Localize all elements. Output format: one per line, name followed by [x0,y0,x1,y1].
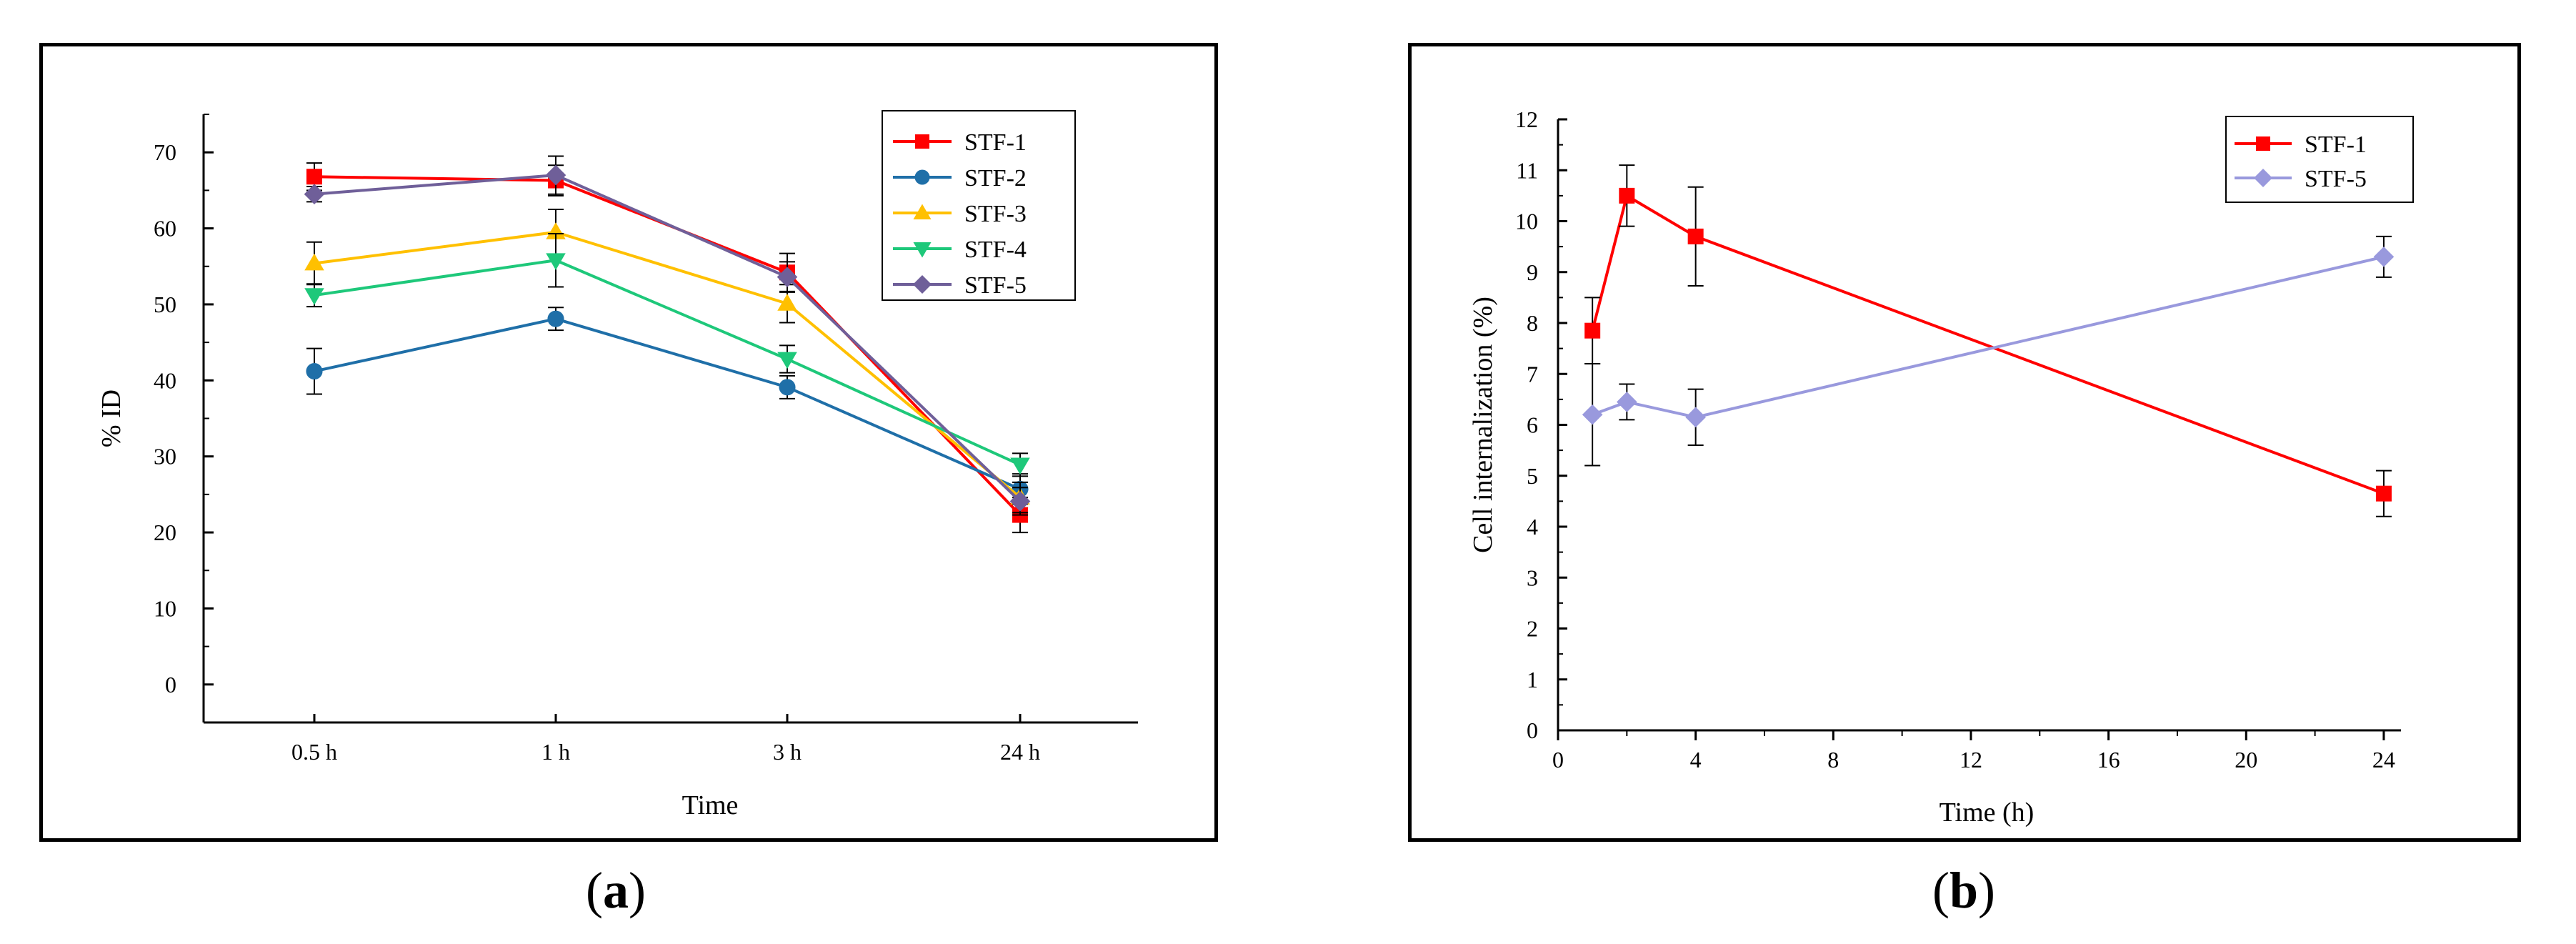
x-axis-title-b: Time (h) [1940,798,2035,828]
data-point-b [1582,404,1603,425]
y-tick-label-b: 8 [1527,310,1538,336]
data-point-a [777,267,798,287]
y-tick-label-a: 30 [154,444,176,469]
x-tick-label-a: 0.5 h [291,739,337,765]
data-point-a [304,253,324,271]
y-tick-label-b: 10 [1515,209,1538,234]
y-tick-label-b: 4 [1527,514,1538,540]
data-point-b [2375,485,2392,502]
y-axis-title-a: % ID [96,389,126,447]
x-tick-label-b: 4 [1690,747,1702,772]
y-tick-label-a: 20 [154,520,176,545]
data-point-b [1584,322,1601,339]
legend-marker-a [914,169,930,185]
x-tick-label-b: 24 [2372,747,2395,772]
chart-a: 0 10 20 30 40 50 60 70 0.5 h 1 h 3 h 24 h Time % ID ST… [96,110,1138,820]
x-tick-label-b: 0 [1552,747,1564,772]
series-stf-5-b [1582,235,2395,467]
legend-marker-a [915,134,929,149]
legend-label-a: STF-1 [964,129,1027,156]
y-tick-label-a: 60 [154,216,176,242]
y-tick-label-b: 9 [1527,259,1538,285]
x-tick-label-a: 24 h [1000,739,1040,765]
y-tick-label-b: 3 [1527,565,1538,590]
series-stf-5-a [304,155,1031,516]
y-tick-label-a: 50 [154,292,176,317]
legend-b: STF-1 STF-5 [2225,116,2414,203]
y-tick-label-b: 6 [1527,412,1538,438]
data-point-b [1687,228,1704,244]
y-tick-label-b: 2 [1527,616,1538,642]
y-tick-label-a: 10 [154,595,176,621]
caption-a: (a) [586,862,646,919]
y-tick-label-b: 7 [1527,361,1538,387]
data-point-a [777,352,797,369]
axes-a: 0 10 20 30 40 50 60 70 0.5 h 1 h 3 h 24 h Time % ID [96,114,1138,820]
series-line-a [314,230,1022,499]
data-point-a [546,222,566,239]
series-stf-1-b [1584,164,2392,517]
x-tick-label-a: 3 h [773,739,802,765]
legend-marker-a [913,275,932,294]
series-stf-2-a [306,307,1029,505]
data-point-b [1619,187,1635,204]
data-point-a [777,294,797,311]
data-point-b [1617,392,1637,412]
y-axis-title-b: Cell internalization (%) [1468,297,1498,553]
data-point-b [1685,407,1706,428]
x-tick-label-b: 16 [2097,747,2120,772]
data-point-a [546,253,566,270]
data-point-b [2373,247,2395,267]
legend-label-a: STF-5 [964,272,1027,299]
data-point-a [1009,491,1031,512]
data-point-a [547,310,564,327]
legend-label-b: STF-1 [2305,131,2367,158]
data-point-a [1010,457,1030,475]
series-line-b [1591,193,2385,495]
y-tick-label-b: 5 [1527,463,1538,489]
data-point-a [779,379,796,396]
data-point-a [545,164,566,186]
legend-label-a: STF-3 [964,201,1027,227]
y-tick-label-b: 12 [1515,106,1538,132]
y-tick-label-a: 70 [154,139,176,165]
legend-label-a: STF-2 [964,165,1027,192]
caption-b: (b) [1932,862,1996,919]
series-line-a [314,317,1021,491]
legend-marker-b [2254,169,2272,187]
data-point-a [306,169,322,185]
data-point-a [306,362,323,380]
panel-b: 0 1 2 3 4 5 6 7 8 9 10 11 12 0 4 8 12 16 20 24 Time (h) Cell … [1408,43,2521,842]
x-tick-label-a: 1 h [541,739,570,765]
series-line-b [1592,255,2385,419]
legend-label-b: STF-5 [2305,166,2367,192]
series-line-a [314,259,1021,467]
y-tick-label-b: 1 [1527,667,1538,692]
caption-a-label: a [602,862,629,919]
legend-marker-b [2256,136,2270,151]
x-tick-label-b: 20 [2235,747,2257,772]
y-tick-label-b: 0 [1527,717,1538,743]
x-tick-label-b: 12 [1960,747,1982,772]
x-tick-label-b: 8 [1827,747,1839,772]
y-tick-label-a: 40 [154,367,176,393]
series-stf-4-a [304,233,1030,477]
x-axis-title-a: Time [682,790,739,820]
legend-a: STF-1 STF-2 STF-3 STF-4 STF-5 [882,110,1076,301]
legend-label-a: STF-4 [964,237,1027,263]
panel-a: 0 10 20 30 40 50 60 70 0.5 h 1 h 3 h 24 h Time % ID ST… [39,43,1218,842]
y-tick-label-a: 0 [165,672,176,697]
legend-marker-a [913,204,932,219]
data-point-a [304,288,324,305]
legend-marker-a [913,242,932,258]
caption-b-label: b [1949,862,1979,919]
legend-box-b [2225,116,2414,203]
series-line-a [314,174,1022,502]
y-tick-label-b: 11 [1516,157,1538,183]
data-point-a [304,184,325,204]
